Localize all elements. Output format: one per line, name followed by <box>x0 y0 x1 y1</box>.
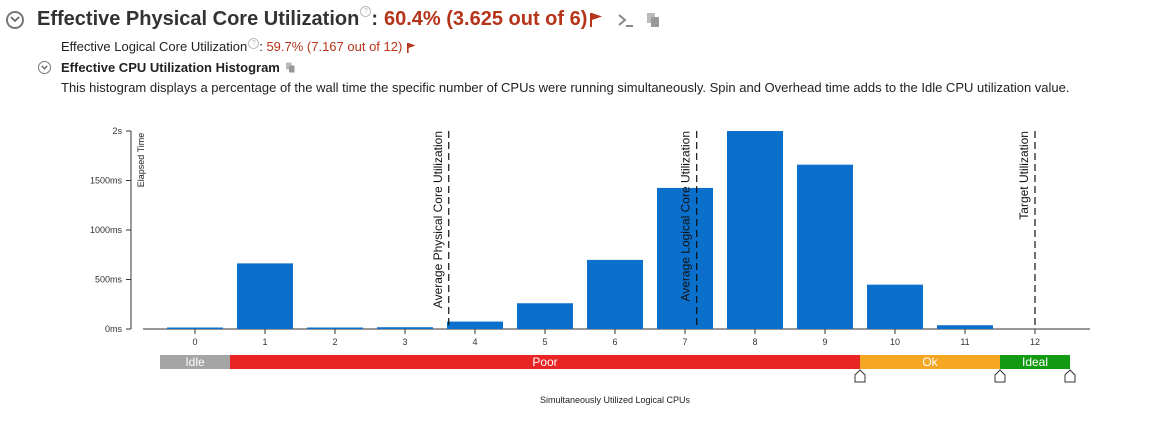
zone-label: Ok <box>922 355 938 369</box>
logical-core-label: Effective Logical Core Utilization <box>61 39 248 54</box>
chevron-down-icon <box>10 16 20 23</box>
zone-label: Idle <box>185 355 205 369</box>
x-tick-label: 5 <box>542 337 547 347</box>
copy-icon[interactable] <box>645 12 661 28</box>
y-tick-label: 0ms <box>105 324 123 334</box>
histogram-description: This histogram displays a percentage of … <box>61 80 1070 95</box>
y-tick-label: 2s <box>112 126 122 136</box>
y-axis: 0ms 500ms 1000ms 1500ms 2s <box>90 126 132 334</box>
x-tick-label: 4 <box>472 337 477 347</box>
x-tick-label: 6 <box>612 337 617 347</box>
x-tick-label: 2 <box>332 337 337 347</box>
zone-idle <box>160 355 230 369</box>
x-tick-label: 9 <box>822 337 827 347</box>
bar[interactable] <box>307 327 363 330</box>
y-tick-label: 1000ms <box>90 225 123 235</box>
bar[interactable] <box>377 327 433 329</box>
x-tick-label: 10 <box>890 337 900 347</box>
x-tick-label: 7 <box>682 337 687 347</box>
help-icon[interactable]: ? <box>248 38 260 49</box>
metric-colon: : <box>371 8 378 30</box>
histogram-header: Effective CPU Utilization Histogram <box>38 60 296 75</box>
bar[interactable] <box>657 187 713 329</box>
metric-value: 60.4% (3.625 out of 6) <box>384 8 588 30</box>
x-tick-label: 12 <box>1030 337 1040 347</box>
logical-core-colon: : <box>259 39 263 54</box>
y-tick-label: 1500ms <box>90 176 123 186</box>
histogram-collapse-toggle[interactable] <box>38 61 51 74</box>
histogram-title: Effective CPU Utilization Histogram <box>61 60 280 75</box>
zone-label: Poor <box>532 355 557 369</box>
zone-threshold-handle[interactable] <box>854 369 866 383</box>
bar[interactable] <box>797 164 853 329</box>
zone-threshold-handle[interactable] <box>1064 369 1076 383</box>
x-tick-label: 8 <box>752 337 757 347</box>
utilization-marker-label: Average Physical Core Utilization <box>431 131 445 308</box>
markers: Average Physical Core Utilization Average… <box>431 131 1036 329</box>
bar[interactable] <box>727 131 783 329</box>
utilization-marker-label: Average Logical Core Utilization <box>679 131 693 302</box>
metric-title: Effective Physical Core Utilization <box>37 8 360 30</box>
zone-ideal <box>1000 355 1070 369</box>
zone-poor <box>230 355 860 369</box>
metric-header: Effective Physical Core Utilization ? : … <box>6 6 661 31</box>
bar[interactable] <box>867 284 923 329</box>
bar[interactable] <box>517 303 573 329</box>
zone-ok <box>860 355 1000 369</box>
bar[interactable] <box>447 321 503 329</box>
collapse-toggle[interactable] <box>6 10 24 29</box>
flag-icon <box>590 12 603 27</box>
x-axis: 0 1 2 3 4 5 6 7 8 9 10 11 12 <box>143 328 1090 347</box>
logical-core-metric: Effective Logical Core Utilization?: 59.… <box>61 38 416 54</box>
bars <box>167 131 993 329</box>
copy-icon[interactable] <box>285 62 296 73</box>
x-tick-label: 3 <box>402 337 407 347</box>
y-axis-title: Elapsed Time <box>136 133 146 188</box>
bar[interactable] <box>587 259 643 329</box>
x-axis-title: Simultaneously Utilized Logical CPUs <box>540 395 691 405</box>
utilization-marker-label: Target Utilization <box>1017 131 1031 220</box>
help-icon[interactable]: ? <box>360 6 372 17</box>
zone-threshold-handle[interactable] <box>994 369 1006 383</box>
bar[interactable] <box>167 327 223 330</box>
utilization-zones: Idle Poor Ok Ideal <box>160 355 1076 383</box>
flag-icon <box>406 43 416 54</box>
bar[interactable] <box>237 263 293 329</box>
command-line-icon[interactable] <box>617 12 635 28</box>
logical-core-value: 59.7% (7.167 out of 12) <box>266 39 403 54</box>
x-tick-label: 1 <box>262 337 267 347</box>
chevron-down-icon <box>41 65 48 70</box>
bar[interactable] <box>937 325 993 329</box>
zone-label: Ideal <box>1022 355 1048 369</box>
x-tick-label: 11 <box>960 337 969 347</box>
x-tick-label: 0 <box>192 337 197 347</box>
y-tick-label: 500ms <box>95 275 123 285</box>
